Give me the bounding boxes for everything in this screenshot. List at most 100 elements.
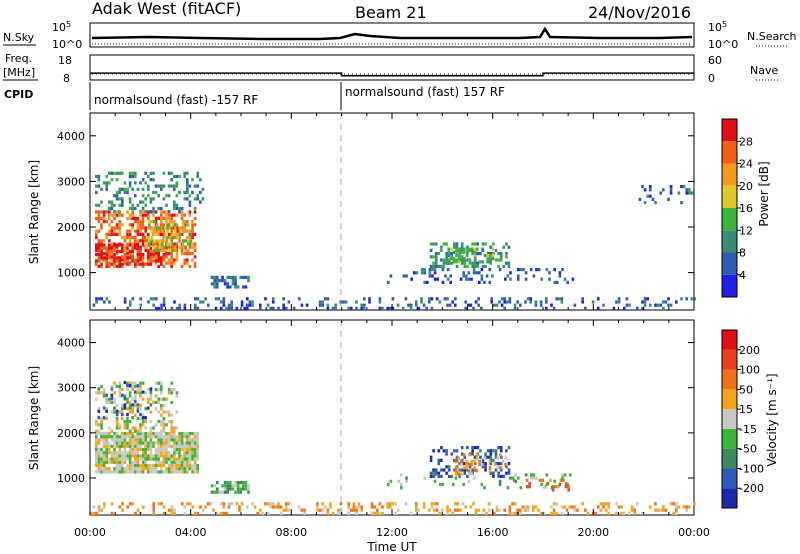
data-cell [643,300,647,304]
data-cell [186,457,189,461]
data-cell [134,511,137,515]
data-cell [251,300,254,304]
data-cell [423,268,426,272]
data-cell [136,384,140,388]
data-cell [201,187,205,191]
data-cell [480,274,484,278]
data-cell [235,306,239,310]
data-cell [463,261,467,265]
data-cell [158,226,161,230]
data-cell [147,400,150,404]
data-cell [223,279,227,283]
data-cell [186,444,189,448]
data-cell [641,306,644,310]
data-cell [149,454,153,458]
data-cell [636,502,639,506]
data-cell [160,232,163,236]
data-cell [292,306,296,310]
data-cell [467,472,471,476]
data-cell [162,457,166,461]
data-cell [227,306,231,310]
data-cell [405,274,408,278]
data-cell [507,446,511,450]
data-cell [517,277,520,281]
data-cell [470,247,474,251]
data-cell [141,216,145,220]
data-cell [441,280,445,284]
data-cell [95,184,98,188]
data-cell [551,488,555,492]
data-cell [321,303,324,307]
data-cell [113,454,116,458]
data-cell [193,438,197,442]
data-cell [103,505,106,509]
x-tick-label: 00:00 [74,526,106,539]
data-cell [121,197,124,201]
x-tick-label: 12:00 [376,526,408,539]
data-cell [186,229,189,233]
data-cell [429,474,433,478]
data-cell [181,242,185,246]
data-cell [227,502,231,506]
data-cell [236,484,240,488]
data-cell [147,194,150,198]
data-cell [494,468,498,472]
data-cell [467,462,471,467]
data-cell [247,275,250,279]
data-cell [183,467,186,471]
data-cell [128,223,132,227]
data-cell [167,194,171,198]
data-cell [126,444,129,448]
data-cell [129,303,132,307]
data-cell [118,460,121,464]
data-cell [100,435,103,439]
data-cell [110,393,114,397]
data-cell [102,463,106,468]
data-cell [108,256,111,260]
data-cell [183,213,186,217]
data-cell [180,210,184,214]
data-cell [685,505,688,509]
data-cell [167,252,171,256]
data-cell [463,257,466,261]
data-cell [180,463,184,468]
data-cell [196,457,199,461]
data-cell [100,200,103,204]
data-cell [118,232,121,236]
data-cell [511,502,514,506]
data-cell [494,449,498,453]
data-cell [442,468,446,472]
data-cell [193,467,197,471]
data-cell [454,297,457,301]
data-cell [142,505,145,509]
data-cell [183,460,186,464]
data-cell [402,274,406,278]
data-cell [466,446,469,450]
data-cell [161,248,164,253]
data-cell [157,470,160,474]
data-cell [509,271,512,275]
data-cell [173,451,176,455]
data-cell [173,438,176,442]
data-cell [105,407,108,411]
data-cell [447,253,450,258]
data-cell [165,397,168,401]
data-cell [434,261,438,265]
data-cell [149,447,153,452]
data-cell [175,435,179,439]
data-cell [170,467,173,471]
data-cell [534,303,538,307]
data-cell [193,435,197,439]
data-cell [186,441,189,445]
data-cell [462,274,465,278]
data-cell [175,391,179,395]
data-cell [136,438,140,442]
data-cell [153,220,156,224]
data-cell [141,256,145,260]
data-cell [175,248,179,252]
data-cell [95,454,98,458]
data-cell [113,406,116,410]
data-cell [221,490,224,494]
data-cell [445,255,448,259]
data-cell [499,468,503,472]
